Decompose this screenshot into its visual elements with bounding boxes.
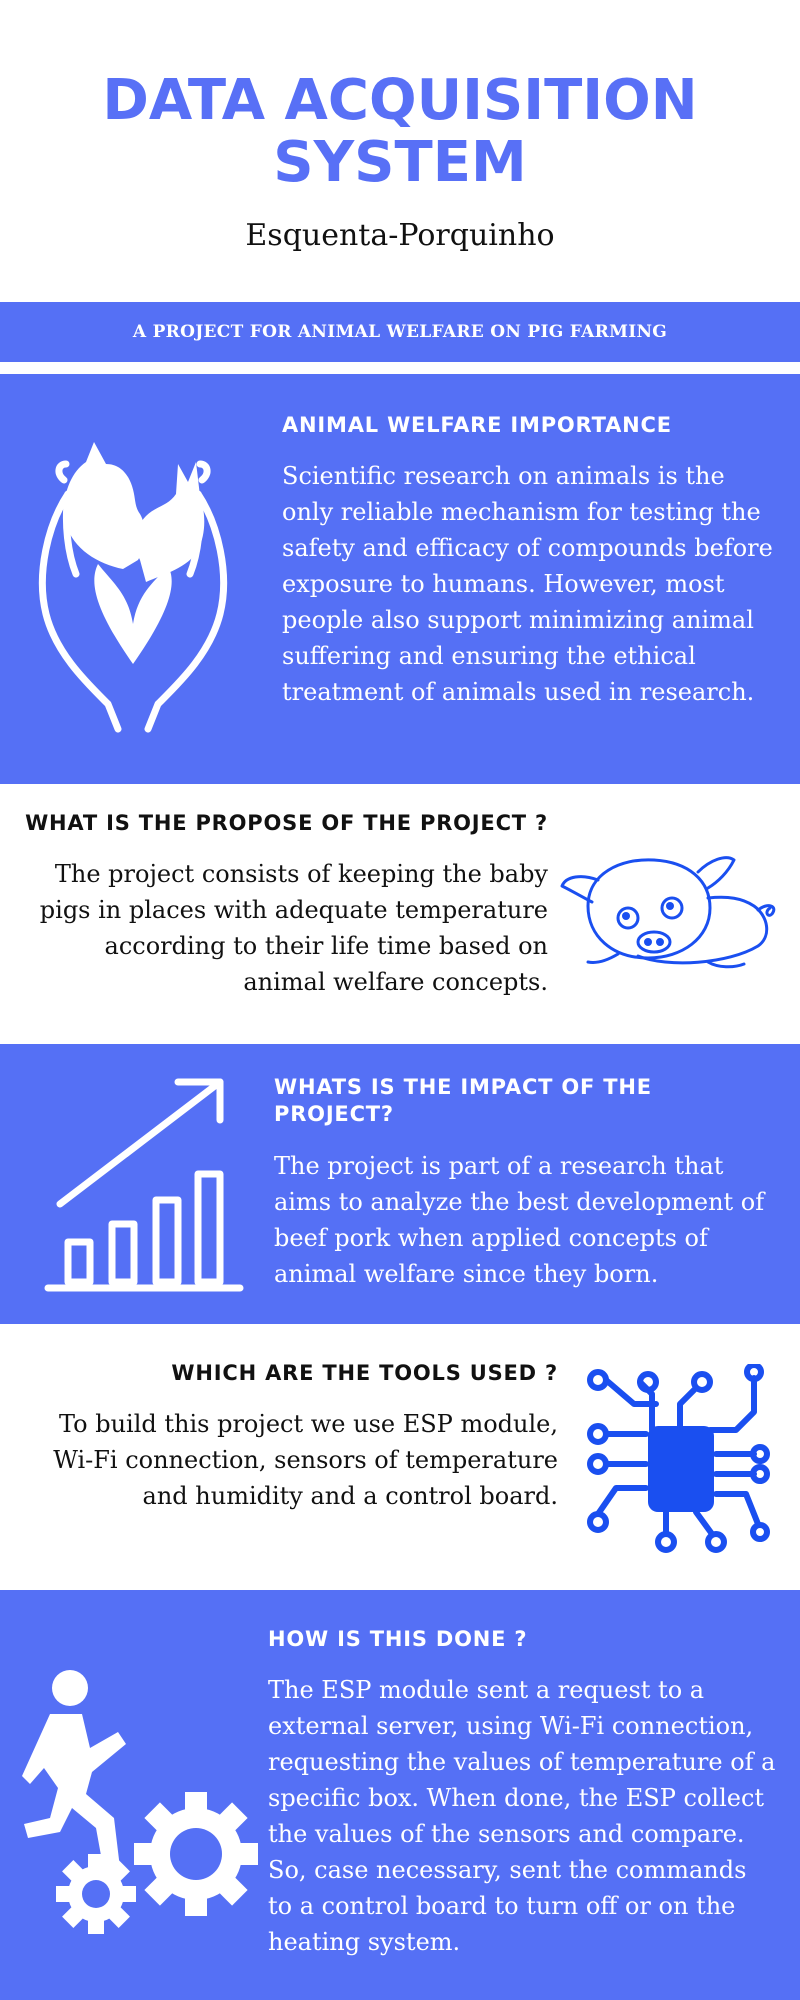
section-body: The ESP module sent a request to a exter… <box>268 1676 776 1956</box>
page-subtitle: Esquenta-Porquinho <box>245 218 555 253</box>
section-body: To build this project we use ESP module,… <box>53 1410 558 1510</box>
section-how: HOW IS THIS DONE ? The ESP module sent a… <box>0 1590 800 2000</box>
section-animal-welfare: ANIMAL WELFARE IMPORTANCE Scientific res… <box>0 374 800 784</box>
section-heading: WHICH ARE THE TOOLS USED ? <box>171 1361 558 1385</box>
person-with-gears-icon <box>22 1670 258 1934</box>
section-body: Scientific research on animals is the on… <box>282 462 773 706</box>
section-body: The project consists of keeping the baby… <box>39 860 548 996</box>
page-title: DATA ACQUISITION SYSTEM <box>0 70 800 194</box>
title-line-1: DATA ACQUISITION <box>102 68 698 133</box>
title-line-2: SYSTEM <box>273 130 527 195</box>
section-heading: HOW IS THIS DONE ? <box>268 1627 528 1651</box>
section-heading: WHAT IS THE PROPOSE OF THE PROJECT ? <box>25 811 548 835</box>
section-heading: ANIMAL WELFARE IMPORTANCE <box>282 413 672 437</box>
section-purpose: WHAT IS THE PROPOSE OF THE PROJECT ? The… <box>0 784 800 1044</box>
baby-pig-icon <box>560 856 776 969</box>
hands-holding-animals-icon <box>38 442 228 733</box>
section-impact: WHATS IS THE IMPACT OF THE PROJECT? The … <box>0 1044 800 1324</box>
section-body: The project is part of a research that a… <box>274 1152 765 1288</box>
project-banner: A PROJECT FOR ANIMAL WELFARE ON PIG FARM… <box>0 302 800 362</box>
section-heading: WHATS IS THE IMPACT OF THE PROJECT? <box>274 1075 652 1126</box>
growth-chart-icon <box>44 1078 244 1292</box>
section-tools: WHICH ARE THE TOOLS USED ? To build this… <box>0 1324 800 1590</box>
circuit-chip-icon <box>587 1364 770 1553</box>
